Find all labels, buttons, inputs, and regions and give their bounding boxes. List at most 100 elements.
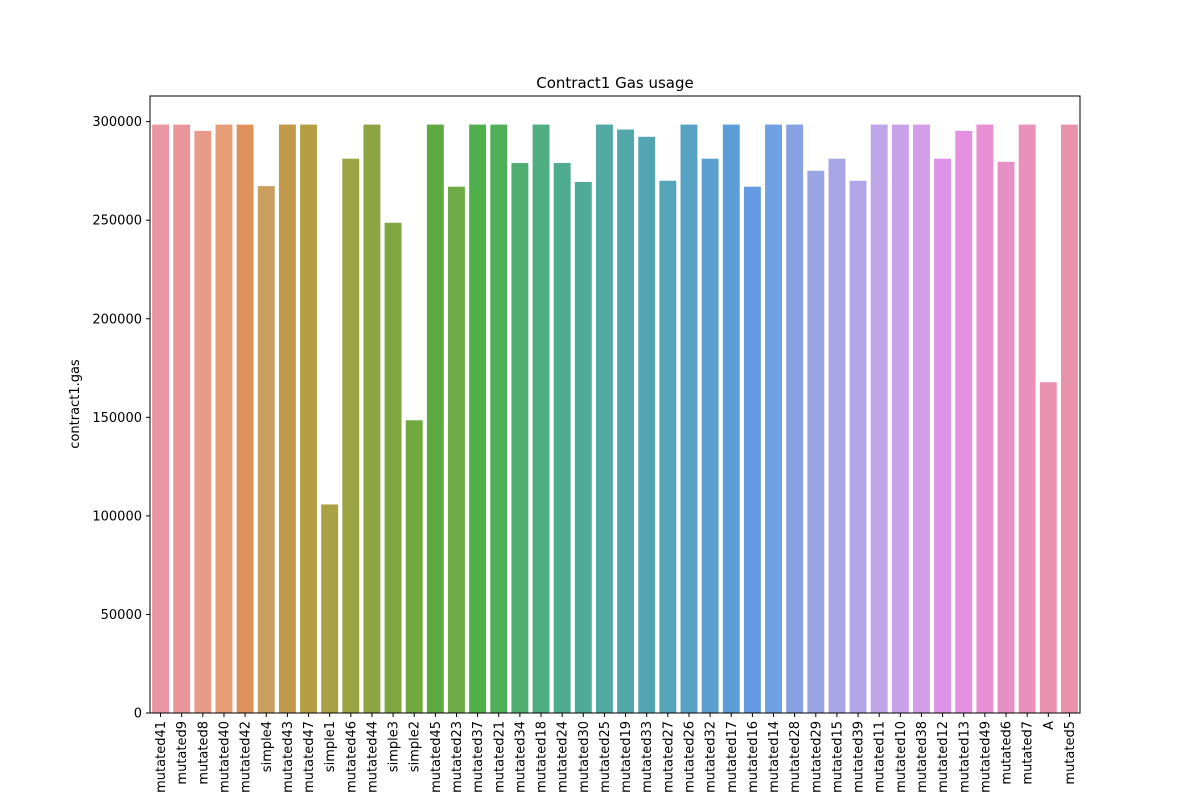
- bars-group: [152, 124, 1078, 714]
- bar-mutated15: [828, 158, 846, 713]
- bar-mutated41: [152, 124, 170, 713]
- x-tick-label: mutated12: [936, 721, 951, 793]
- x-tick-label: mutated14: [767, 721, 782, 793]
- bar-mutated25: [595, 124, 613, 713]
- x-tick-label: simple4: [260, 721, 275, 772]
- bar-mutated23: [448, 186, 465, 713]
- bar-mutated12: [934, 158, 952, 713]
- bar-mutated29: [807, 170, 825, 713]
- y-axis-ticks: 0 50000 100000 150000 200000 250000 300000: [92, 115, 150, 722]
- x-tick-label: simple2: [408, 721, 423, 772]
- bar-mutated49: [976, 124, 994, 713]
- y-tick-label: 300000: [92, 115, 142, 130]
- x-tick-label: mutated25: [598, 721, 613, 793]
- x-tick-label: simple1: [323, 721, 338, 772]
- x-tick-label: mutated42: [239, 721, 254, 793]
- bar-simple3: [384, 222, 402, 713]
- x-tick-label: mutated23: [450, 721, 465, 793]
- bar-simple1: [321, 504, 339, 713]
- bar-A: [1039, 382, 1057, 713]
- x-tick-label: mutated47: [302, 721, 317, 793]
- bar-mutated45: [426, 124, 444, 713]
- x-axis-ticks: mutated41 mutated9 mutated8 mutated40 mutate…: [154, 713, 1078, 793]
- y-tick-label: 100000: [92, 509, 142, 524]
- bar-mutated32: [701, 158, 719, 713]
- x-tick-label: mutated19: [619, 721, 634, 793]
- y-tick-label: 250000: [92, 214, 142, 229]
- bar-mutated13: [955, 130, 973, 713]
- bar-mutated6: [997, 161, 1015, 714]
- x-tick-label: mutated7: [1021, 721, 1036, 785]
- x-tick-label: mutated13: [957, 721, 972, 793]
- x-tick-label: mutated44: [365, 721, 380, 793]
- x-tick-label: mutated17: [725, 721, 740, 793]
- bar-mutated17: [722, 124, 740, 713]
- x-tick-label: mutated40: [217, 721, 232, 793]
- x-tick-label: mutated18: [535, 721, 550, 793]
- x-tick-label: mutated33: [640, 721, 655, 793]
- x-tick-label: mutated8: [196, 721, 211, 785]
- bar-mutated19: [617, 129, 635, 713]
- bar-mutated27: [659, 180, 677, 713]
- x-tick-label: mutated11: [873, 721, 888, 793]
- bar-mutated26: [680, 124, 698, 713]
- x-tick-label: mutated26: [682, 721, 697, 793]
- bar-mutated9: [173, 124, 191, 713]
- bar-mutated46: [342, 158, 360, 713]
- plot-frame: [149, 95, 1081, 714]
- bar-mutated28: [786, 124, 804, 713]
- x-tick-label: mutated34: [513, 721, 528, 793]
- x-tick-label: mutated39: [852, 721, 867, 793]
- x-tick-label: mutated24: [556, 721, 571, 793]
- bar-mutated8: [194, 130, 212, 713]
- x-tick-label: mutated46: [344, 721, 359, 793]
- bar-mutated16: [743, 186, 761, 713]
- bar-mutated40: [215, 124, 233, 713]
- bar-mutated33: [638, 136, 656, 714]
- x-tick-label: simple3: [387, 721, 402, 772]
- bar-mutated39: [849, 180, 867, 713]
- y-tick-label: 50000: [101, 608, 142, 623]
- y-tick-label: 0: [134, 707, 142, 722]
- x-tick-label: mutated32: [704, 721, 719, 793]
- bar-simple2: [405, 420, 423, 713]
- chart-title: Contract1 Gas usage: [536, 74, 694, 92]
- bar-mutated42: [236, 124, 254, 713]
- bar-mutated21: [490, 124, 508, 713]
- x-tick-label: mutated9: [175, 721, 190, 785]
- bar-mutated11: [870, 124, 888, 713]
- bar-mutated10: [891, 124, 909, 713]
- bar-mutated30: [574, 181, 592, 713]
- x-tick-label: mutated30: [577, 721, 592, 793]
- bar-mutated47: [300, 124, 317, 713]
- y-tick-label: 150000: [92, 411, 142, 426]
- bar-mutated44: [363, 124, 381, 713]
- x-tick-label: mutated27: [661, 721, 676, 793]
- bar-mutated24: [553, 163, 571, 713]
- bar-mutated5: [1060, 124, 1078, 713]
- y-axis-label: contract1.gas: [68, 359, 83, 449]
- x-tick-label: mutated29: [809, 721, 824, 793]
- x-tick-label: mutated49: [978, 721, 993, 793]
- x-tick-label: mutated21: [492, 721, 507, 793]
- bar-mutated7: [1018, 124, 1036, 713]
- x-tick-label: mutated16: [746, 721, 761, 793]
- bar-mutated34: [511, 163, 529, 713]
- y-tick-label: 200000: [92, 312, 142, 327]
- x-tick-label: mutated28: [788, 721, 803, 793]
- x-tick-label: mutated37: [471, 721, 486, 793]
- bar-simple4: [257, 186, 275, 714]
- bar-mutated14: [765, 124, 782, 713]
- x-tick-label: mutated10: [894, 721, 909, 793]
- x-tick-label: mutated15: [830, 721, 845, 793]
- bar-mutated18: [532, 124, 550, 713]
- x-tick-label: mutated5: [1063, 721, 1078, 785]
- bar-mutated38: [913, 124, 930, 713]
- x-tick-label: mutated38: [915, 721, 930, 793]
- x-tick-label: mutated43: [281, 721, 296, 793]
- x-tick-label: mutated6: [1000, 721, 1015, 785]
- x-tick-label: A: [1042, 721, 1057, 730]
- x-tick-label: mutated45: [429, 721, 444, 793]
- bar-mutated43: [278, 124, 296, 713]
